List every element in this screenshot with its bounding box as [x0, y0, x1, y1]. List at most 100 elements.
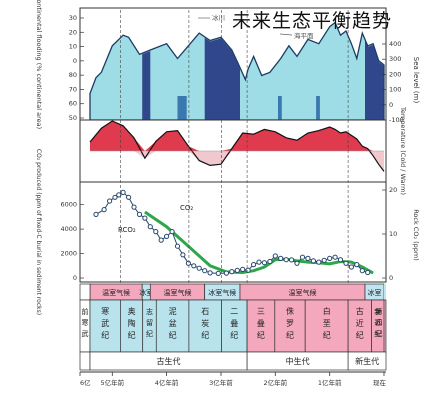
rco2-point: [153, 229, 159, 235]
rco2-point: [207, 270, 213, 276]
sea-left-tick-label: 70: [69, 85, 77, 93]
time-tick-label: 6亿: [80, 378, 91, 387]
ice-bar: [177, 96, 183, 120]
period-cell: [221, 299, 248, 353]
sea-right-tick-label: 100: [389, 86, 401, 94]
rco2-point: [359, 268, 365, 274]
rco2-point: [101, 207, 107, 213]
sea-right-tick-label: 200: [389, 70, 401, 78]
period-label-char: 留: [146, 318, 153, 327]
rco2-point: [310, 258, 316, 264]
co2-right-tick-label: 0: [389, 274, 393, 282]
rco2-point: [348, 264, 354, 270]
co2-left-tick-label: 6000: [60, 201, 77, 209]
rco2-point: [169, 229, 175, 235]
sea-left-axis-label: Continental flooding (% continental area…: [35, 0, 43, 129]
period-label-char: 纪: [323, 330, 331, 340]
period-label-char: 纪: [201, 330, 209, 340]
quaternary-label-char: 第: [376, 307, 383, 316]
period-label-char: 纪: [257, 330, 265, 340]
rco2-point: [112, 194, 118, 200]
rco2-point: [116, 192, 122, 198]
sea-right-tick-label: 0: [389, 101, 393, 109]
rco2-point: [164, 233, 170, 239]
rco2-point: [107, 198, 113, 204]
ice-region: [204, 37, 240, 120]
period-label-char: 炭: [201, 319, 209, 328]
rco2-point: [283, 257, 289, 263]
co2-right-tick-label: 20: [389, 186, 397, 194]
temperature-axis-label: Temperature (Cold / Warm): [399, 106, 407, 195]
period-cell: [155, 299, 190, 353]
rco2-point: [332, 254, 338, 260]
sea-left-tick-label: 0: [73, 57, 77, 65]
co2-left-tick-label: 2000: [60, 250, 77, 258]
rco2-point: [147, 224, 153, 230]
period-label-char: 石: [201, 307, 209, 316]
page-title: 未来生态平衡趋势: [232, 10, 393, 32]
co2-left-ticks: 6000 4000 2000 0: [60, 201, 84, 282]
period-label-char: 纪: [374, 329, 381, 338]
sea-left-tick-label: 20: [69, 28, 77, 36]
rco2-point: [229, 269, 235, 275]
climate-segment-label: 温室气候: [289, 288, 317, 297]
rco2-point: [215, 270, 221, 276]
sea-left-tick-label: 60: [69, 100, 77, 108]
period-label-char: 垩: [323, 319, 331, 328]
rco2-point: [196, 265, 202, 271]
rco2-point: [321, 257, 327, 263]
rco2-point: [131, 204, 137, 210]
period-label-char: 罗: [286, 319, 294, 328]
period-label-char: 叠: [230, 319, 238, 328]
sea-right-tick-label: -100: [389, 116, 404, 124]
rco2-point: [158, 237, 164, 243]
precambrian-label-char: 寒: [82, 318, 89, 327]
rco2-point: [343, 260, 349, 266]
period-label-char: 纪: [286, 330, 294, 340]
period-label-char: 三: [257, 307, 265, 316]
rco2-point: [120, 189, 126, 195]
rco2-point: [294, 260, 300, 266]
ice-bar: [278, 96, 282, 120]
period-label-char: 侏: [286, 306, 294, 316]
co2-right-axis-label: Rock CO₂ (ppm): [412, 209, 420, 261]
period-label-char: 陶: [128, 318, 136, 328]
co2-left-axis-label: CO₂ produced (ppm of fixed-C burial in s…: [35, 149, 42, 315]
climate-segment-label: 冰室气候: [208, 288, 236, 297]
period-label-char: 纪: [146, 329, 153, 338]
co2-left-tick-label: 4000: [60, 225, 77, 233]
sea-right-tick-label: 300: [389, 55, 401, 63]
time-tick-label: 3亿年前: [209, 378, 233, 387]
climate-segment-label: 冰室: [139, 288, 153, 297]
rco2-point: [223, 270, 229, 276]
era-label: 古生代: [157, 356, 181, 366]
period-label-char: 纪: [128, 330, 136, 340]
ice-region: [365, 40, 384, 120]
rco2-point: [305, 255, 311, 261]
rco2-point: [174, 243, 181, 249]
temperature-warm-fill: [90, 121, 384, 151]
time-tick-label: 2亿年前: [263, 378, 287, 387]
rco2-point: [191, 263, 197, 269]
period-label-char: 泥: [169, 307, 177, 316]
rco2-point: [185, 260, 191, 266]
ice-region: [142, 51, 151, 120]
rco2-points: [93, 189, 371, 276]
period-label-char: 近: [356, 318, 364, 328]
temperature-panel: Temperature (Cold / Warm): [79, 106, 407, 195]
period-label-char: 纪: [101, 330, 109, 340]
rco2-point: [267, 258, 273, 265]
era-band: 古生代 中生代 新生代: [79, 351, 387, 371]
rco2-point: [136, 211, 143, 217]
rco2-point: [278, 255, 284, 261]
period-cell: [246, 299, 276, 353]
era-label: 新生代: [355, 356, 379, 366]
ice-bar: [181, 96, 187, 120]
sea-right-axis-label: Sea level (m): [412, 57, 420, 104]
rco2-point: [299, 254, 306, 260]
rco2-point: [126, 194, 132, 200]
ice-bars: [177, 96, 320, 120]
period-cell: [89, 299, 121, 353]
